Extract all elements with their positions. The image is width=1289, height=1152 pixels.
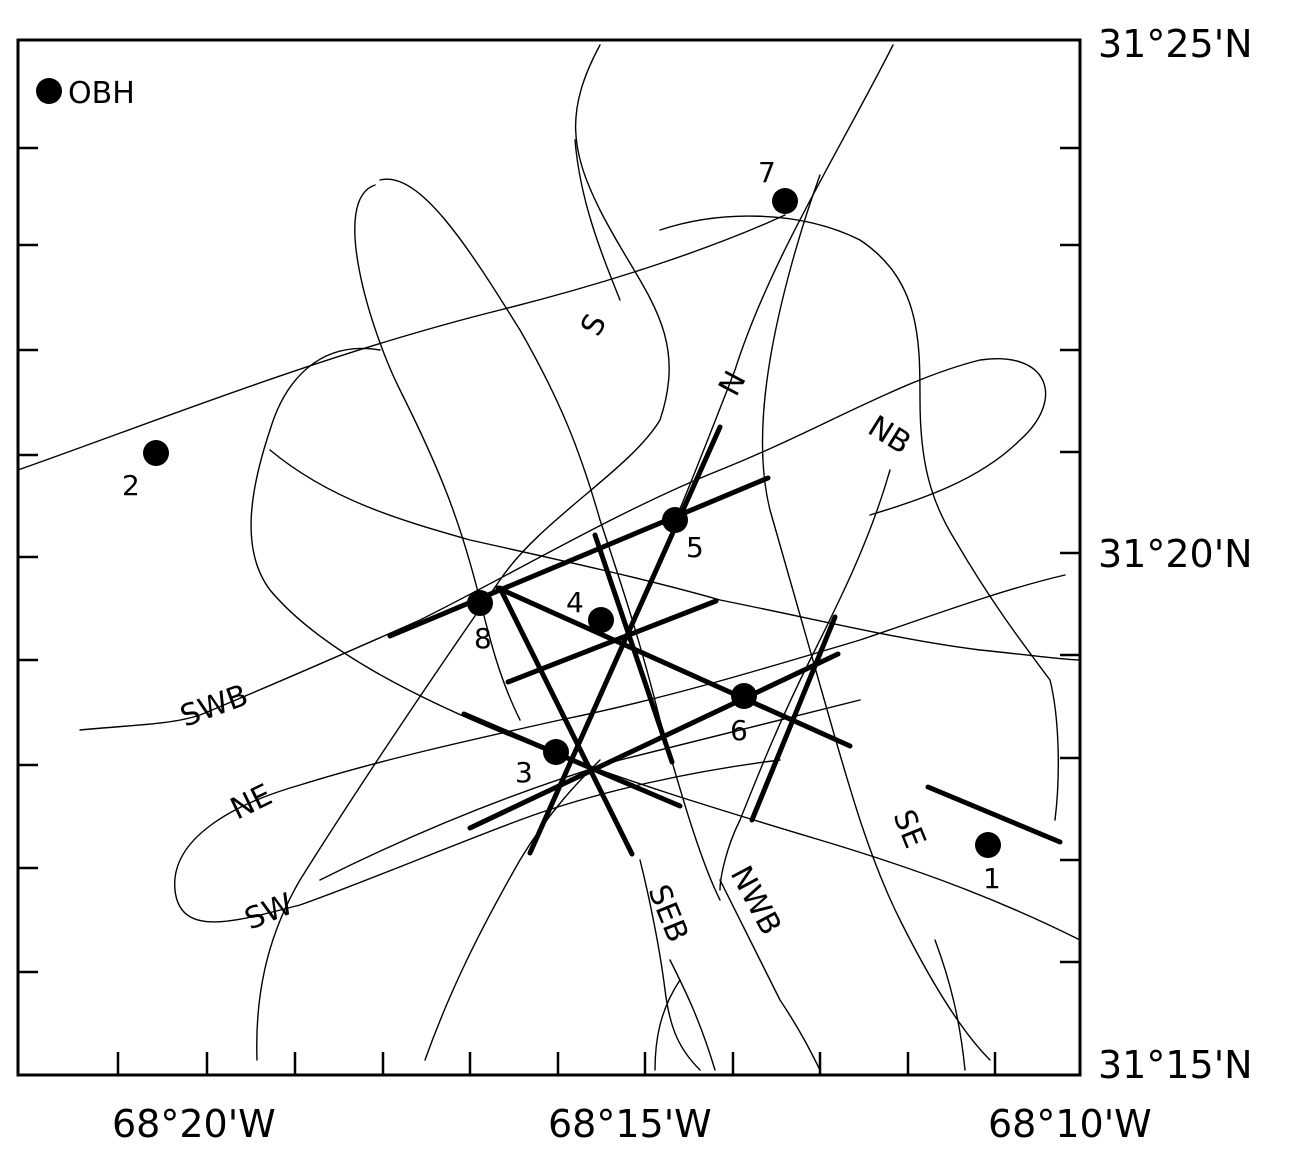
ship-tracks [17,44,1081,1071]
segment [467,651,841,831]
track-bottom-a [424,759,601,1061]
track-label-s: S [574,309,614,342]
segment [387,475,771,639]
segment [749,614,838,823]
lon-label-right: 68°10'W [988,1102,1152,1146]
obh-station-3 [543,739,569,765]
track-label-se: SE [886,805,933,853]
station-label: 4 [566,586,584,619]
station-label: 5 [686,531,704,564]
track-label-swb: SWB [176,678,253,735]
obh-station-8 [467,590,493,616]
lat-label-bottom: 31°15'N [1098,1043,1253,1087]
track-loop-right [269,449,1081,661]
track-n [674,44,894,521]
track-lobe [250,347,1081,941]
legend-label: OBH [68,76,135,111]
obh-station-2 [143,440,169,466]
track-swb [79,358,1047,731]
segment [497,585,635,857]
track-nb [719,469,891,891]
station-label: 2 [122,469,140,502]
obh-station-7 [772,188,798,214]
lat-label-top: 31°25'N [1098,22,1253,66]
track-labels: S N NB SWB NE SW SEB NWB SE [176,309,933,948]
track-ne-long [761,174,991,1061]
track-bottom-c [669,959,716,1071]
track-se [659,215,1059,821]
segment [925,784,1063,845]
bottom-ticks [116,1052,997,1075]
obh-station-4 [588,607,614,633]
track-label-sw: SW [240,887,298,938]
station-label: 6 [730,714,748,747]
track-loop-top [379,178,721,901]
legend: OBH [36,76,135,111]
profile-segments [387,424,1063,857]
track-loop-left [354,184,521,721]
track-mid [574,139,621,301]
track-label-n: N [712,365,753,401]
track-label-nb: NB [862,409,917,461]
track-label-ne: NE [225,778,278,828]
segment [592,532,675,765]
right-ticks [1060,146,1080,964]
track-2-7 [17,214,786,471]
station-label: 3 [515,756,533,789]
station-label: 7 [758,156,776,189]
lat-label-mid: 31°20'N [1098,532,1253,576]
segment [527,424,723,856]
obh-stations: 1 2 3 4 5 6 7 8 [122,156,1001,895]
track-label-seb: SEB [641,880,695,947]
track-label-nwb: NWB [723,860,788,941]
track-seb-bottom [639,859,701,1071]
obh-station-1 [975,832,1001,858]
station-label: 1 [983,862,1001,895]
obh-station-5 [662,507,688,533]
station-label: 8 [474,622,492,655]
lon-label-mid: 68°15'W [548,1102,712,1146]
track-sw [319,699,861,881]
track-nwb-bottom [719,879,821,1071]
left-ticks [18,146,38,974]
track-bottom-d [934,939,966,1071]
legend-symbol [36,78,62,104]
track-bottom-b [654,979,681,1071]
obh-station-6 [731,683,757,709]
lon-label-left: 68°20'W [112,1102,276,1146]
track-s [256,44,670,1061]
